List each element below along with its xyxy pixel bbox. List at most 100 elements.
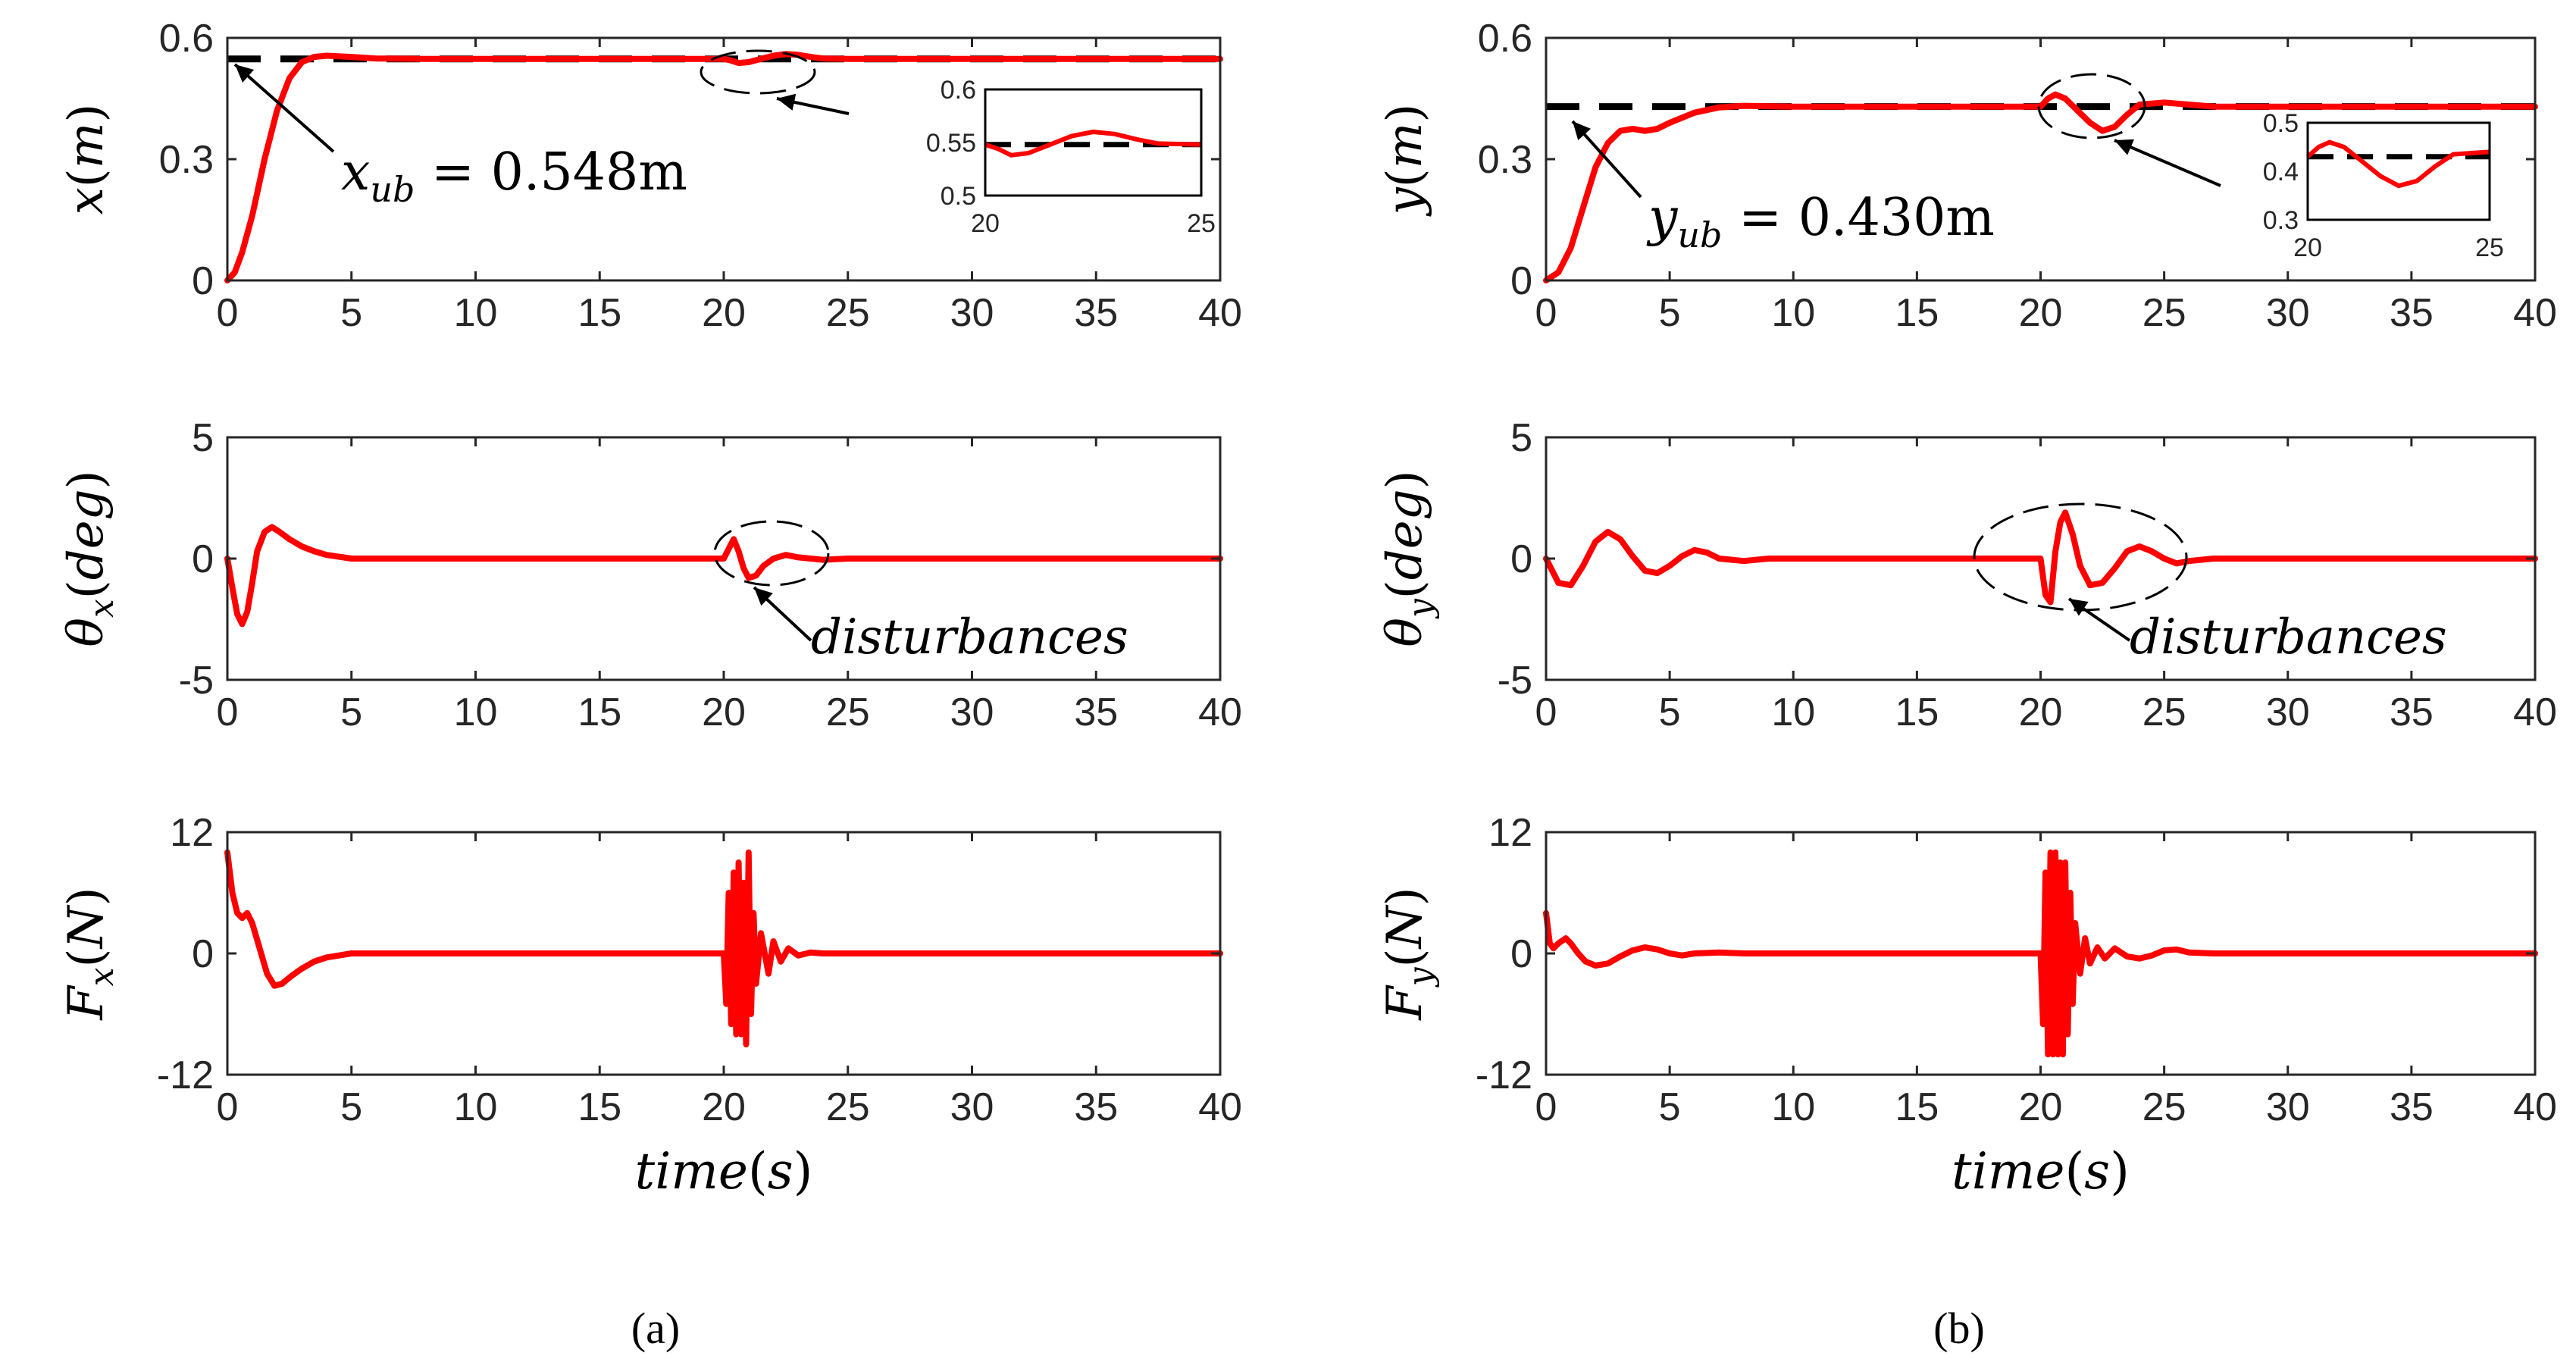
chart-x-position: 0 5 10 15 20 25 30 35 40 0 0.3 0.6 x(m) xub = 0.548m 2… [58,17,1242,335]
x-tick-label: 15 [1895,1085,1939,1129]
series-line-theta_y [1543,509,2538,606]
panel-label-a: (a) [631,1304,680,1353]
y-tick-label: 5 [1510,416,1532,460]
inset-zoom: 20 25 0.5 0.55 0.6 [926,76,1216,238]
x-tick-label: 5 [1659,690,1681,734]
y-tick-label: 0.3 [1478,138,1532,182]
x-tick-label: 20 [2019,1085,2063,1129]
x-tick-label: 5 [340,291,362,335]
series-line-F_y [1543,849,2538,1058]
disturbance-ellipse [2037,73,2146,139]
x-tick-label: 20 [2019,291,2063,335]
inset-series-line [984,130,1202,158]
series-line-theta_x [224,524,1223,628]
x-tick-label: 10 [1771,1085,1815,1129]
panel-label-b: (b) [1933,1304,1985,1353]
x-tick-label: 30 [2266,690,2310,734]
x-tick-label: 25 [2142,291,2186,335]
y-axis-label: θy(deg) [1377,470,1440,646]
x-tick-label: 10 [454,690,498,734]
x-tick-label: 30 [950,1085,994,1129]
series-line-y [1543,91,2538,283]
x-tick-label: 25 [826,690,870,734]
x-tick-label: 0 [1535,690,1557,734]
x-tick-label: 0 [1535,1085,1557,1129]
disturbance-ellipse [700,49,816,95]
x-tick-label: 0 [217,690,239,734]
x-tick-label: 40 [2513,690,2557,734]
y-tick-label: 0 [192,259,214,303]
inset-y-tick-label: 0.5 [2263,109,2299,138]
charts: 0 5 10 15 20 25 30 35 40 0 0.3 0.6 x(m) xub = 0.548m 2… [58,17,2557,1201]
x-tick-label: 35 [1074,1085,1118,1129]
x-tick-label: 0 [217,291,239,335]
y-axis-label: Fx(N) [58,887,121,1020]
x-tick-label: 20 [2019,690,2063,734]
disturbances-label: disturbances [2130,609,2447,665]
chart-y-position: 0 5 10 15 20 25 30 35 40 0 0.3 0.6 y(m) yub = 0.430m 2… [1377,17,2557,335]
inset-series-line [2306,139,2490,189]
arrow-head [777,93,797,111]
x-tick-label: 40 [2513,1085,2557,1129]
x-tick-label: 25 [2142,690,2186,734]
inset-background [2308,123,2490,220]
y-tick-label: -5 [1498,659,1532,703]
x-tick-label: 15 [1895,690,1939,734]
x-tick-label: 15 [1895,291,1939,335]
x-tick-label: 40 [1198,690,1242,734]
x-tick-label: 30 [2266,1085,2310,1129]
x-axis-label: time(s) [1952,1142,2130,1201]
y-tick-label: 0 [1510,932,1532,976]
y-tick-label: 0 [192,932,214,976]
inset-y-tick-label: 0.55 [926,129,976,158]
y-tick-label: 5 [192,416,214,460]
y-tick-label: -5 [179,659,214,703]
inset-y-tick-label: 0.3 [2263,206,2299,235]
y-tick-label: 0.6 [159,17,214,61]
y-axis-label: y(m) [1377,104,1433,218]
y-tick-label: 0 [1510,537,1532,581]
inset-y-tick-label: 0.5 [941,182,976,211]
x-tick-label: 15 [577,291,621,335]
x-tick-label: 5 [1659,1085,1681,1129]
inset-y-tick-label: 0.6 [941,76,976,105]
x-tick-label: 35 [2390,690,2434,734]
x-tick-label: 10 [454,1085,498,1129]
y-axis-label: θx(deg) [58,470,121,646]
y-tick-label: 0.3 [159,138,214,182]
arrow-head [2114,139,2134,155]
bound-label: yub = 0.430m [1646,188,1995,255]
arrow-head [2069,599,2089,616]
y-tick-label: -12 [157,1053,214,1097]
x-tick-label: 35 [2390,291,2434,335]
x-tick-label: 0 [1535,291,1557,335]
x-tick-label: 30 [950,690,994,734]
inset-x-tick-label: 25 [1187,209,1216,238]
series-line-F_x [224,849,1223,1047]
disturbances-label: disturbances [811,609,1128,665]
y-tick-label: 12 [170,811,214,855]
x-axis-label: time(s) [635,1142,813,1201]
y-tick-label: 0 [192,537,214,581]
disturbance-ellipse [713,520,830,587]
x-tick-label: 20 [702,1085,746,1129]
x-tick-label: 0 [217,1085,239,1129]
arrow-head [235,64,255,83]
y-tick-label: 12 [1488,811,1532,855]
y-tick-label: 0 [1510,259,1532,303]
x-tick-label: 35 [1074,690,1118,734]
inset-x-tick-label: 20 [2293,233,2322,262]
arrow-head [754,587,773,606]
y-tick-label: 0.6 [1478,17,1532,61]
y-axis-label: Fy(N) [1377,887,1440,1020]
arrow-head [1573,121,1592,140]
x-tick-label: 15 [577,690,621,734]
x-tick-label: 20 [702,690,746,734]
x-tick-label: 40 [1198,1085,1242,1129]
y-axis-label: x(m) [58,104,114,215]
inset-x-tick-label: 25 [2475,233,2504,262]
x-tick-label: 5 [340,690,362,734]
